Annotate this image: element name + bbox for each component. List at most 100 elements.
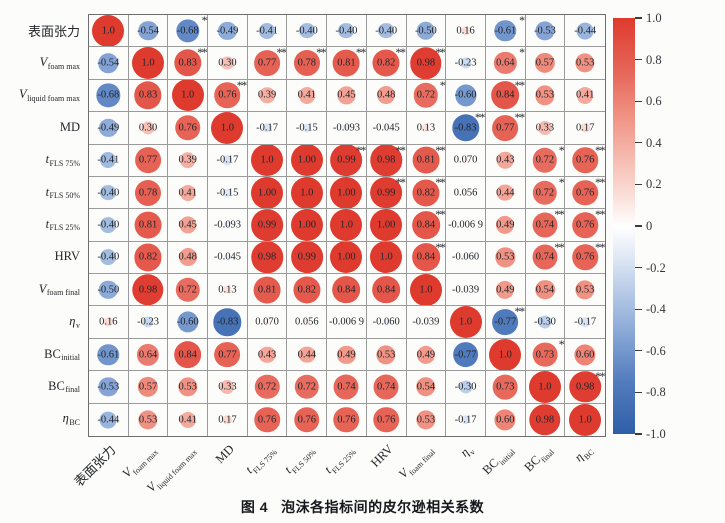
correlation-circle bbox=[176, 19, 200, 43]
figure-caption: 图 4 泡沫各指标间的皮尔逊相关系数 bbox=[0, 497, 725, 517]
matrix-cell: 0.16 bbox=[446, 15, 486, 48]
correlation-value: 0.84 bbox=[377, 284, 396, 296]
correlation-circle bbox=[100, 217, 117, 233]
correlation-value: 0.49 bbox=[337, 348, 356, 360]
correlation-value: 0.41 bbox=[575, 89, 595, 101]
correlation-circle bbox=[383, 124, 390, 131]
variable-subscript: FLS 75% bbox=[49, 158, 80, 168]
correlation-value: 0.73 bbox=[496, 381, 515, 393]
correlation-value: 0.72 bbox=[178, 284, 197, 296]
correlation-value: -0.045 bbox=[372, 122, 400, 134]
correlation-value: -0.15 bbox=[216, 186, 239, 198]
correlation-value: 0.84 bbox=[337, 284, 356, 296]
significance-stars: ** bbox=[554, 241, 564, 254]
row-label: 表面张力 bbox=[0, 14, 85, 46]
correlation-value: 0.60 bbox=[575, 348, 595, 360]
matrix-cell: -0.006 9 bbox=[327, 306, 367, 339]
correlation-value: -0.039 bbox=[452, 284, 480, 296]
correlation-value: -0.60 bbox=[454, 89, 477, 101]
correlation-value: 1.0 bbox=[300, 186, 314, 198]
matrix-cell: 0.60 bbox=[565, 339, 605, 372]
matrix-cell: 0.84 ** bbox=[406, 241, 447, 275]
correlation-value: 0.45 bbox=[337, 89, 356, 101]
correlation-value: 1.00 bbox=[337, 186, 356, 198]
correlation-value: -0.61 bbox=[97, 348, 120, 360]
matrix-cell: 0.48 bbox=[168, 241, 209, 275]
correlation-circle bbox=[574, 343, 596, 366]
correlation-circle bbox=[532, 148, 558, 173]
correlation-circle bbox=[135, 179, 162, 206]
matrix-cell: -0.17 bbox=[565, 306, 605, 339]
matrix-cell: 0.45 bbox=[168, 209, 209, 242]
correlation-value: 0.82 bbox=[297, 284, 316, 296]
correlation-value: 0.49 bbox=[496, 284, 515, 296]
matrix-cell: -0.40 bbox=[287, 15, 328, 48]
variable-name: HRV bbox=[54, 249, 80, 264]
matrix-cell: 0.72 * bbox=[406, 79, 447, 113]
correlation-value: 0.78 bbox=[297, 57, 316, 69]
matrix-cell: 0.53 bbox=[525, 79, 566, 113]
correlation-circle bbox=[528, 371, 561, 403]
correlation-value: -0.50 bbox=[97, 284, 120, 296]
correlation-circle bbox=[290, 144, 323, 176]
correlation-value: -0.093 bbox=[332, 122, 361, 134]
matrix-cell: -0.68 bbox=[89, 79, 129, 113]
matrix-cell: -0.40 bbox=[89, 176, 129, 210]
matrix-cell: 0.64 bbox=[128, 338, 169, 372]
significance-stars: ** bbox=[474, 112, 485, 125]
colorbar-tick-label: 0.4 bbox=[646, 135, 662, 150]
matrix-cell: -0.83 bbox=[208, 306, 248, 339]
correlation-value: 0.74 bbox=[535, 251, 555, 263]
matrix-cell: 0.070 bbox=[446, 144, 486, 177]
correlation-value: 0.82 bbox=[416, 186, 436, 198]
matrix-cell: 1.0 bbox=[128, 47, 169, 80]
matrix-cell: 0.98 ** bbox=[366, 144, 407, 177]
matrix-cell: 0.74 bbox=[327, 371, 367, 404]
correlation-value: 0.16 bbox=[99, 316, 118, 328]
significance-stars: ** bbox=[554, 209, 564, 222]
matrix-cell: 0.76 ** bbox=[565, 177, 605, 210]
variable-name: MD bbox=[212, 442, 237, 467]
correlation-value: 0.81 bbox=[257, 284, 277, 296]
correlation-value: -0.15 bbox=[295, 122, 318, 134]
correlation-circle bbox=[179, 216, 197, 234]
correlation-value: 0.98 bbox=[257, 251, 277, 263]
correlation-value: 0.84 bbox=[416, 251, 436, 263]
matrix-cell: -0.060 bbox=[366, 306, 407, 339]
correlation-circle bbox=[492, 114, 519, 141]
correlation-circle bbox=[452, 341, 479, 368]
correlation-value: 0.76 bbox=[218, 89, 237, 101]
significance-stars: * bbox=[439, 79, 446, 92]
matrix-cell: 0.76 bbox=[287, 403, 328, 436]
correlation-circle bbox=[454, 84, 477, 107]
matrix-cell: -0.039 bbox=[446, 274, 486, 307]
variable-name: MD bbox=[59, 119, 80, 134]
correlation-value: -0.49 bbox=[97, 122, 120, 134]
matrix-cell: 0.76 ** bbox=[565, 209, 605, 242]
correlation-circle bbox=[214, 341, 241, 368]
correlation-circle bbox=[342, 124, 351, 132]
colorbar-tick-label: 0.6 bbox=[646, 94, 662, 109]
correlation-value: 1.00 bbox=[377, 219, 396, 231]
matrix-cell: -0.039 bbox=[406, 306, 447, 339]
significance-stars: ** bbox=[435, 144, 445, 157]
correlation-circle bbox=[370, 209, 403, 241]
matrix-cell: -0.44 bbox=[89, 403, 129, 436]
colorbar-tick-label: -1.0 bbox=[646, 427, 666, 441]
matrix-cell: 0.73 * bbox=[525, 338, 566, 372]
matrix-cell: 1.0 bbox=[366, 241, 407, 275]
correlation-circle bbox=[254, 50, 280, 76]
matrix-cell: 1.0 bbox=[406, 274, 447, 307]
variable-name: BC bbox=[44, 346, 61, 361]
matrix-cell: 0.76 ** bbox=[565, 242, 605, 275]
correlation-value: -0.53 bbox=[534, 24, 556, 36]
matrix-cell: -0.23 bbox=[128, 306, 169, 339]
matrix-cell: 0.76 bbox=[248, 403, 288, 436]
variable-subscript: FLS 50% bbox=[49, 191, 80, 201]
correlation-circle bbox=[99, 118, 118, 137]
correlation-value: 0.77 bbox=[218, 348, 237, 360]
matrix-cell: -0.40 bbox=[327, 15, 367, 48]
correlation-circle bbox=[330, 241, 363, 274]
variable-name: 表面张力 bbox=[27, 23, 80, 39]
